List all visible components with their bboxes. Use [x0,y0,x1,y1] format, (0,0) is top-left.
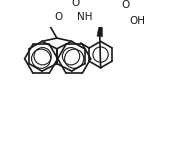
Text: O: O [121,0,129,10]
Text: O: O [54,12,63,22]
Text: NH: NH [77,12,93,22]
Text: OH: OH [130,16,146,26]
Text: O: O [71,0,79,8]
Polygon shape [97,16,103,37]
